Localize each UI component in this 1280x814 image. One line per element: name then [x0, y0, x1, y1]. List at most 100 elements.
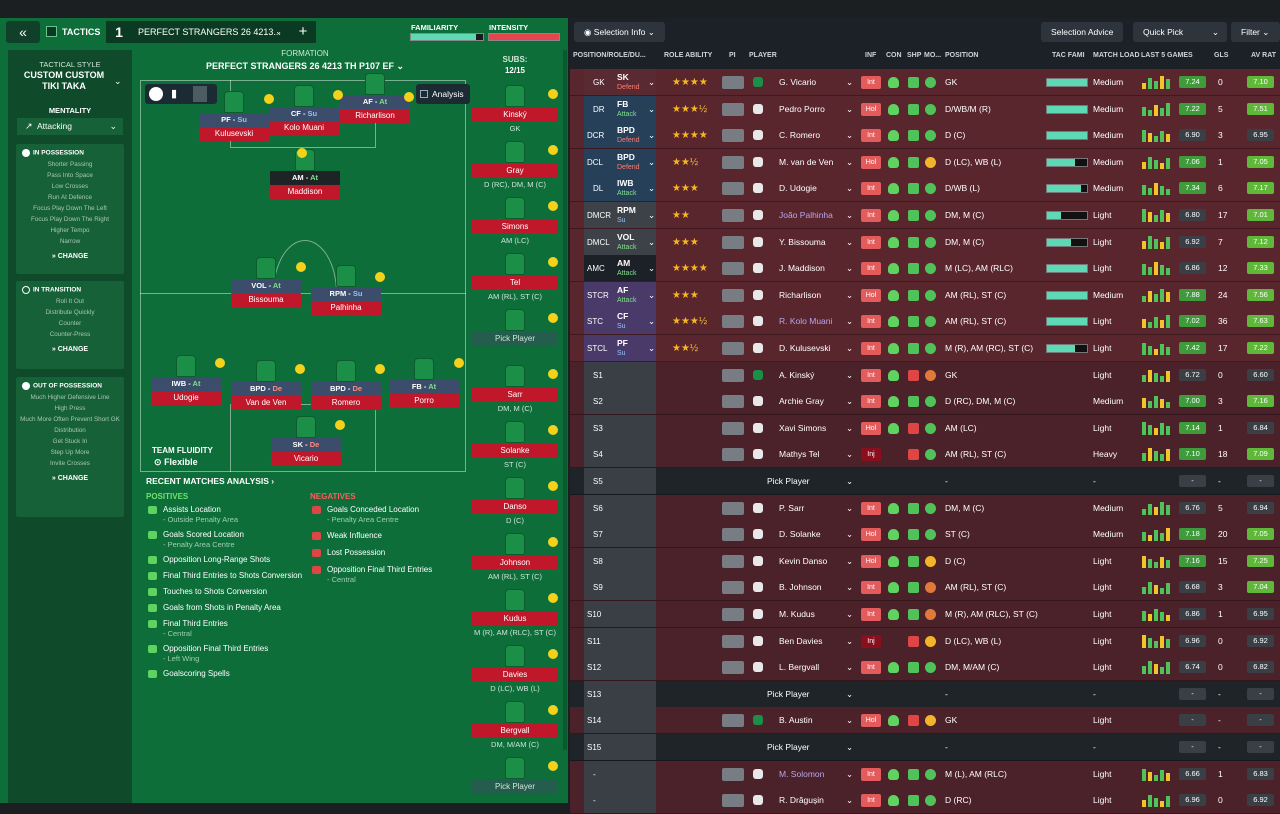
col-shp[interactable]: SHP [907, 52, 922, 59]
position-slot[interactable] [584, 680, 656, 707]
change-in-transition-button[interactable]: » CHANGE [51, 346, 89, 353]
sub-slot[interactable]: Johnson AM (RL), ST (C) [472, 533, 558, 581]
sub-slot[interactable]: Simons AM (LC) [472, 197, 558, 245]
info-icon[interactable] [149, 87, 163, 101]
player-instructions-icon[interactable] [722, 528, 744, 542]
player-instructions-icon[interactable] [722, 448, 744, 462]
player-name[interactable]: Mathys Tel [779, 449, 820, 460]
chevron-down-icon[interactable]: ⌄ [846, 289, 854, 300]
chevron-down-icon[interactable]: ⌄ [846, 369, 854, 380]
sub-slot[interactable]: Kinský GK [472, 85, 558, 133]
chevron-down-icon[interactable]: ⌄ [648, 343, 656, 353]
player-instructions-icon[interactable] [722, 395, 744, 409]
sub-slot[interactable]: Gray D (RC), DM, M (C) [472, 141, 558, 189]
pitch-player[interactable]: VOL - At Bissouma [231, 257, 301, 307]
tactic-slot-number[interactable]: 1 [106, 21, 132, 43]
chevron-down-icon[interactable]: ⌄ [846, 635, 854, 646]
player-name[interactable]: Pick Player [767, 742, 810, 752]
col-goals[interactable]: GLS [1214, 52, 1229, 59]
col-morale[interactable]: MO... [924, 52, 942, 59]
chevron-down-icon[interactable]: ⌄ [846, 502, 854, 513]
positive-item[interactable]: Goals from Shots in Penalty Area [148, 602, 308, 613]
player-name[interactable]: Kevin Danso [779, 555, 828, 566]
chevron-down-icon[interactable]: ⌄ [846, 662, 854, 673]
player-name[interactable]: G. Vicario [779, 77, 817, 87]
sub-player-name[interactable]: Danso [472, 499, 558, 514]
player-instructions-icon[interactable] [722, 554, 744, 568]
player-role[interactable]: CF - Su [269, 107, 339, 121]
player-role[interactable]: FB - At [389, 380, 459, 394]
player-instructions-icon[interactable] [722, 288, 744, 302]
chevron-down-icon[interactable]: ⌄ [846, 422, 854, 433]
pitch-player[interactable]: BPD - De Van de Ven [231, 360, 301, 410]
positive-item[interactable]: Opposition Long-Range Shots [148, 554, 308, 565]
chevron-down-icon[interactable]: ⌄ [846, 609, 854, 619]
chevron-down-icon[interactable]: ⌄ [648, 210, 656, 220]
notes-icon[interactable] [193, 86, 207, 102]
player-name[interactable]: Ben Davies [779, 635, 823, 646]
position-slot[interactable] [584, 255, 656, 282]
player-instructions-icon[interactable] [722, 794, 744, 808]
player-name[interactable]: Xavi Simons [779, 422, 827, 433]
formation-name-dropdown[interactable]: PERFECT STRANGERS 26 4213 TH P107 EF ⌄ [140, 61, 470, 72]
player-instructions-icon[interactable] [722, 235, 744, 249]
positive-item[interactable]: Goalscoring Spells [148, 668, 308, 679]
player-name[interactable]: Udogie [151, 391, 221, 405]
col-con[interactable]: CON [886, 52, 902, 59]
player-name[interactable]: Pedro Porro [779, 103, 825, 114]
player-name[interactable]: Archie Gray [779, 396, 824, 407]
position-slot[interactable] [584, 574, 656, 601]
chevron-down-icon[interactable]: ⌄ [648, 316, 656, 327]
position-slot[interactable] [584, 468, 656, 494]
player-name[interactable]: R. Drăgușin [779, 795, 824, 806]
sub-slot[interactable]: Pick Player [472, 309, 558, 348]
sub-player-name[interactable]: Johnson [472, 555, 558, 570]
player-role[interactable]: BPD - De [231, 382, 301, 396]
negative-item[interactable]: Goals Conceded Location - Penalty Area Ce… [312, 504, 472, 524]
pitch-player[interactable]: FB - At Porro [389, 358, 459, 408]
chevron-down-icon[interactable]: ⌄ [846, 77, 854, 87]
position-slot[interactable] [584, 654, 656, 681]
player-instructions-icon[interactable] [722, 182, 744, 196]
sub-slot[interactable]: Sarr DM, M (C) [472, 365, 558, 413]
analysis-button[interactable]: Analysis [416, 84, 470, 104]
player-role[interactable]: AM - At [270, 171, 340, 185]
change-out-possession-button[interactable]: » CHANGE [51, 475, 89, 482]
col-position[interactable]: POSITION [945, 52, 979, 59]
chevron-down-icon[interactable]: ⌄ [114, 76, 122, 86]
position-slot[interactable] [584, 734, 656, 760]
player-name[interactable]: Richarlison [779, 289, 822, 300]
player-instructions-icon[interactable] [722, 501, 744, 515]
chevron-down-icon[interactable]: ⌄ [846, 688, 854, 699]
position-slot[interactable] [584, 148, 656, 175]
chevron-down-icon[interactable]: ⌄ [846, 103, 854, 114]
position-slot[interactable] [584, 335, 656, 361]
player-name[interactable]: L. Bergvall [779, 662, 820, 673]
col-last-5-games[interactable]: LAST 5 GAMES [1141, 52, 1193, 59]
player-instructions-icon[interactable] [722, 76, 744, 89]
chevron-down-icon[interactable]: ⌄ [648, 289, 656, 300]
sub-slot[interactable]: Danso D (C) [472, 477, 558, 525]
chevron-down-icon[interactable]: ⌄ [846, 183, 854, 194]
player-instructions-icon[interactable] [722, 209, 744, 222]
player-name[interactable]: João Palhinha [779, 210, 833, 220]
player-name[interactable]: Porro [389, 394, 459, 408]
player-name[interactable]: R. Kolo Muani [779, 316, 833, 327]
player-name[interactable]: M. Solomon [779, 768, 825, 779]
player-instructions-icon[interactable] [722, 421, 744, 435]
positive-item[interactable]: Assists Location - Outside Penalty Area [148, 504, 308, 524]
player-role[interactable]: IWB - At [151, 377, 221, 391]
col-position-role-duty[interactable]: POSITION/ROLE/DU... [573, 52, 646, 59]
position-slot[interactable] [584, 202, 656, 228]
player-name[interactable]: P. Sarr [779, 502, 805, 513]
position-slot[interactable] [584, 547, 656, 574]
chevron-down-icon[interactable]: ⌄ [846, 396, 854, 407]
player-name[interactable]: Pick Player [767, 688, 810, 699]
player-name[interactable]: C. Romero [779, 130, 821, 141]
chevron-down-icon[interactable]: ⌄ [846, 130, 854, 141]
player-name[interactable]: Richarlison [340, 109, 410, 123]
recent-matches-link[interactable]: RECENT MATCHES ANALYSIS › [146, 476, 275, 486]
pitch-player[interactable]: CF - Su Kolo Muani [269, 85, 339, 135]
sub-slot[interactable]: Solanke ST (C) [472, 421, 558, 469]
selection-advice-button[interactable]: Selection Advice [1041, 22, 1124, 42]
